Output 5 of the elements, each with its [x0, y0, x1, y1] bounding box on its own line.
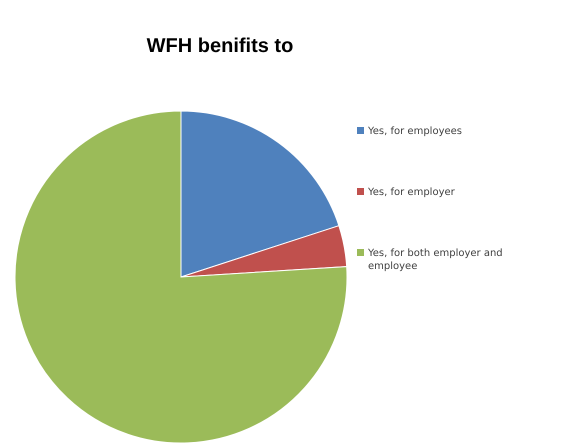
legend-label: Yes, for employer: [367, 186, 456, 198]
pie-slice: [14, 110, 348, 444]
chart-title: WFH benifits to: [146, 35, 294, 57]
legend-label: Yes, for employees: [367, 126, 462, 137]
legend-label: Yes, for both employer and employee: [367, 248, 503, 272]
